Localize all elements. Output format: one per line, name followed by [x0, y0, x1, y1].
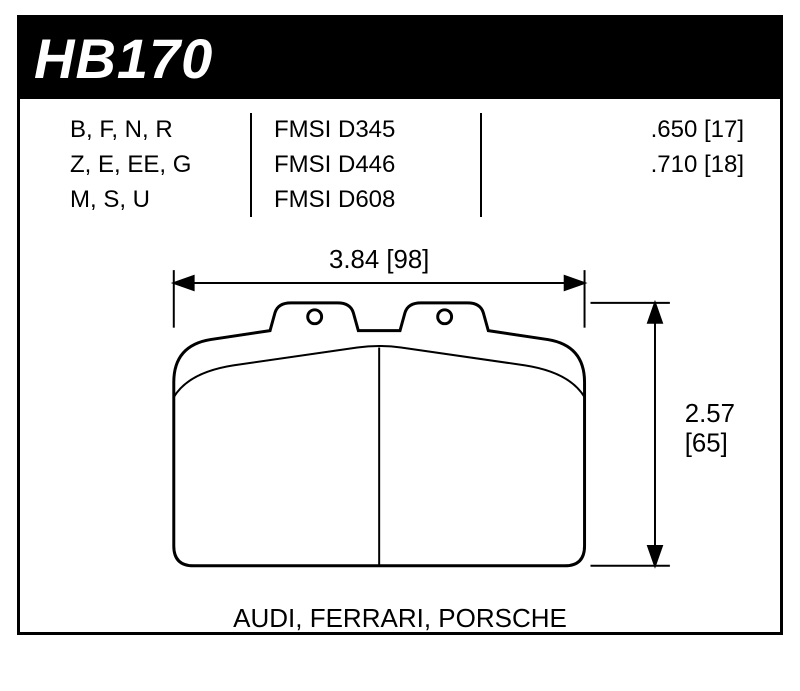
compounds-line: Z, E, EE, G [70, 148, 250, 183]
part-number: HB170 [34, 26, 766, 91]
brake-pad-outline [174, 303, 585, 566]
thickness-line: .650 [17] [504, 113, 744, 148]
compounds-line: B, F, N, R [70, 113, 250, 148]
thickness-line: .710 [18] [504, 148, 744, 183]
brake-pad-diagram: 3.84 [98] 2.57 [65] [20, 227, 780, 597]
height-label-top: 2.57 [685, 400, 735, 428]
spec-card-frame: HB170 B, F, N, R Z, E, EE, G M, S, U FMS… [17, 15, 783, 635]
thickness-column: .650 [17] .710 [18] [480, 113, 754, 217]
info-row: B, F, N, R Z, E, EE, G M, S, U FMSI D345… [20, 99, 780, 217]
compounds-line: M, S, U [70, 183, 250, 218]
width-label: 3.84 [98] [329, 247, 429, 275]
header-bar: HB170 [20, 18, 780, 99]
fmsi-column: FMSI D345 FMSI D446 FMSI D608 [250, 113, 480, 217]
width-dimension [174, 271, 585, 329]
fmsi-line: FMSI D345 [274, 113, 480, 148]
height-label-bottom: [65] [685, 430, 728, 458]
fmsi-line: FMSI D446 [274, 148, 480, 183]
fmsi-line: FMSI D608 [274, 183, 480, 218]
height-dimension [590, 303, 669, 566]
applications-label: AUDI, FERRARI, PORSCHE [20, 603, 780, 634]
diagram-area: 3.84 [98] 2.57 [65] [20, 227, 780, 597]
compounds-column: B, F, N, R Z, E, EE, G M, S, U [70, 113, 250, 217]
